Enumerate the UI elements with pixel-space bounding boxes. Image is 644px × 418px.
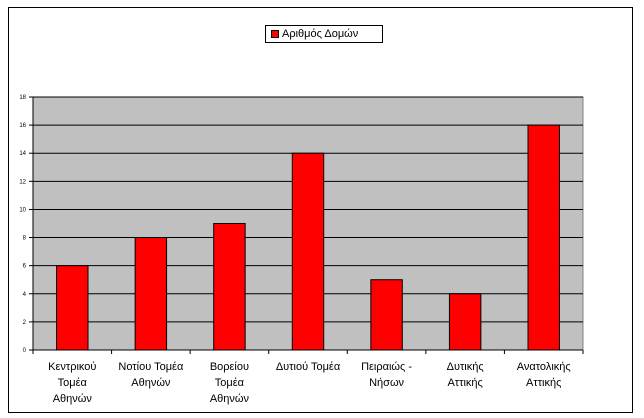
bar <box>291 152 325 351</box>
x-category-label: Αθηνών <box>53 393 93 405</box>
x-category-label: Νοτίου Τομέα <box>118 361 184 373</box>
y-tick-label: 2 <box>23 320 27 326</box>
x-category-label: Δυτιού Τομέα <box>276 361 341 373</box>
y-tick-label: 16 <box>19 123 26 129</box>
y-tick-label: 4 <box>23 292 27 298</box>
x-category-label: Κεντρικού <box>48 361 96 373</box>
bar <box>370 279 403 351</box>
y-tick-label: 8 <box>23 236 27 242</box>
legend: Αριθμός Δομών <box>265 25 383 43</box>
x-category-label: Αθηνών <box>210 393 250 405</box>
y-tick-label: 12 <box>19 179 26 185</box>
bar <box>56 265 89 351</box>
x-category-label: Τομέα <box>58 377 88 389</box>
bar <box>134 237 168 351</box>
x-category-label: Αττικής <box>447 377 482 389</box>
x-category-label: Βορείου <box>210 361 249 373</box>
legend-label: Αριθμός Δομών <box>282 28 359 40</box>
x-category-label: Νήσων <box>369 377 404 389</box>
y-tick-label: 6 <box>23 264 27 270</box>
y-tick-label: 10 <box>19 207 26 213</box>
x-category-label: Αθηνών <box>131 377 171 389</box>
y-tick-label: 18 <box>19 95 26 101</box>
x-category-label: Ανατολικής <box>517 361 571 373</box>
x-category-label: Πειραιώς - <box>361 361 412 373</box>
x-category-label: Δυτικής <box>447 361 484 373</box>
bar <box>213 223 246 351</box>
y-tick-label: 0 <box>23 348 27 354</box>
bar <box>527 124 560 351</box>
legend-swatch <box>271 30 279 38</box>
y-tick-label: 14 <box>19 151 26 157</box>
x-category-label: Τομέα <box>215 377 245 389</box>
bar <box>448 293 482 351</box>
x-category-label: Αττικής <box>526 377 561 389</box>
